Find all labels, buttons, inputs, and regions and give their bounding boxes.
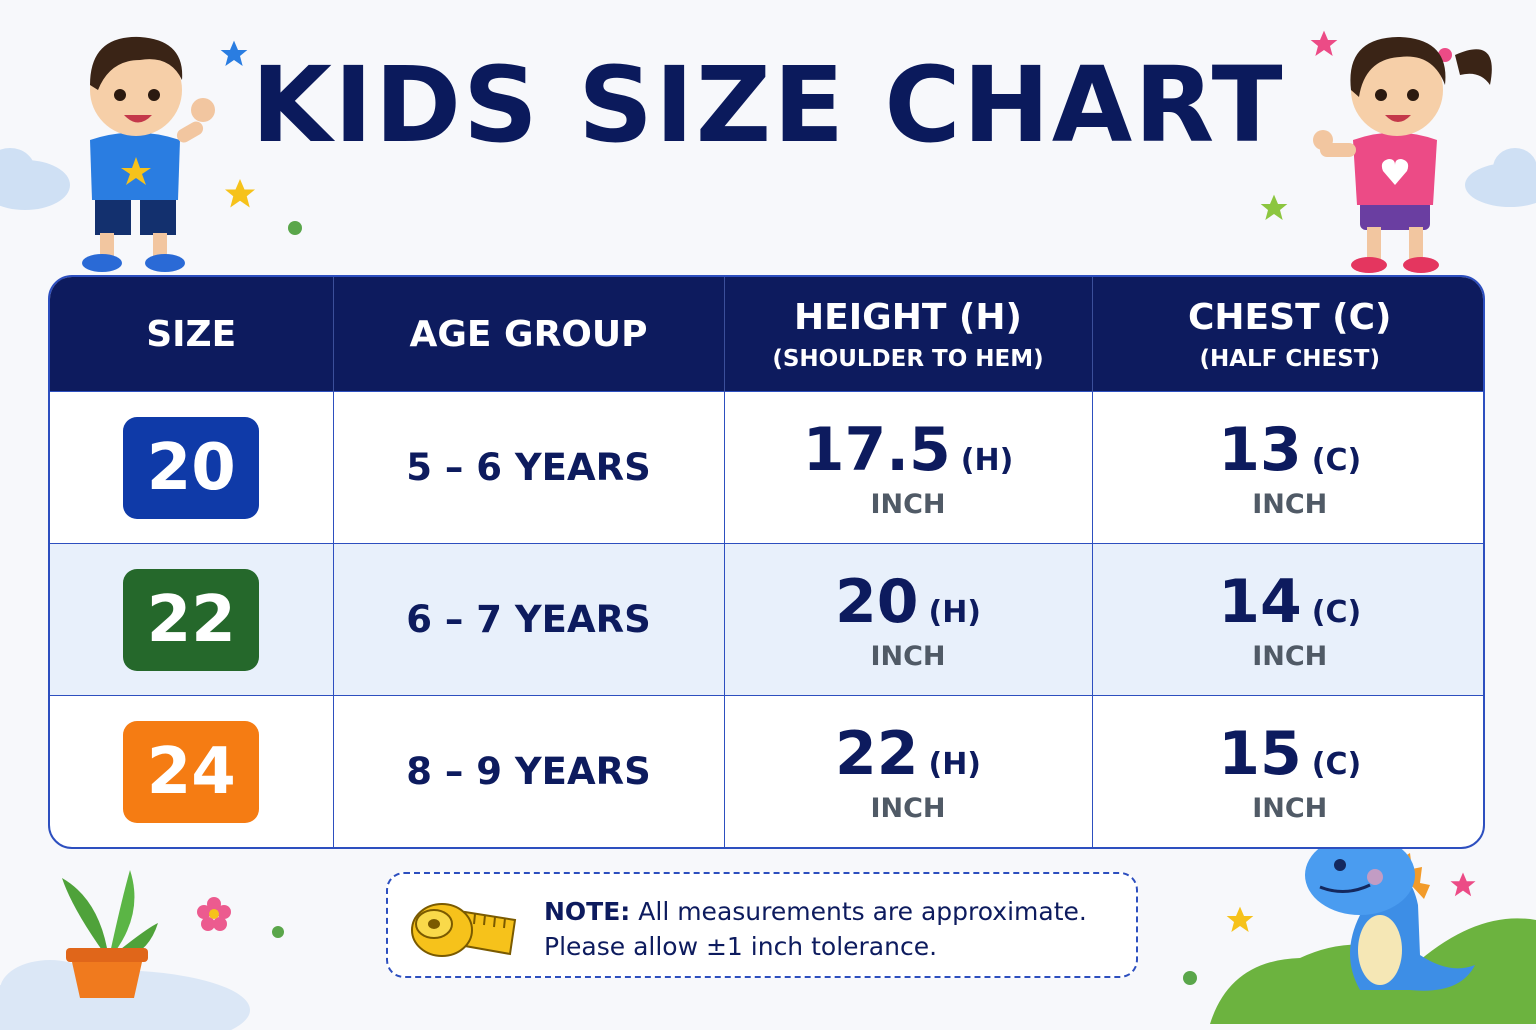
star-icon [1450,872,1476,897]
size-table-card: SIZE AGE GROUP HEIGHT (H) (SHOULDER TO H… [48,275,1485,849]
height-value: 20 [834,567,919,638]
chest-value: 15 [1218,719,1302,790]
header-label: HEIGHT (H) [794,296,1022,338]
table-row: 24 8 – 9 YEARS 22 (H) INCH 15 (C) INCH [50,695,1483,847]
age-cell: 6 – 7 YEARS [333,543,725,696]
star-icon [1310,30,1338,56]
dinosaur-illustration [1305,835,1475,991]
height-unit: INCH [870,489,946,521]
age-cell: 8 – 9 YEARS [333,695,725,847]
height-cell: 17.5 (H) INCH [724,390,1093,544]
header-height: HEIGHT (H) (SHOULDER TO HEM) [724,277,1093,392]
flower-icon [197,897,231,931]
height-value: 22 [834,719,919,790]
chest-value: 13 [1218,415,1302,486]
chest-cell: 14 (C) INCH [1092,543,1483,696]
table-row: 20 5 – 6 YEARS 17.5 (H) INCH 13 (C) INCH [50,390,1483,544]
boy-illustration [82,36,215,272]
chest-tag: (C) [1311,443,1362,479]
size-cell: 20 [50,390,334,544]
star-icon [1226,906,1254,932]
header-sublabel: (SHOULDER TO HEM) [772,345,1044,372]
note-line1: All measurements are approximate. [638,897,1087,926]
tape-measure-icon [411,903,517,957]
plant-pot-illustration [62,870,158,998]
header-label: SIZE [146,313,237,355]
size-badge: 20 [123,416,260,519]
chest-tag: (C) [1311,747,1362,783]
girl-illustration [1313,37,1492,273]
table-row: 22 6 – 7 YEARS 20 (H) INCH 14 (C) INCH [50,543,1483,696]
height-unit: INCH [870,793,946,825]
note-text: NOTE: All measurements are approximate. … [544,894,1087,964]
page-title: KIDS SIZE CHART [251,44,1285,166]
size-badge: 24 [123,720,260,823]
dot-icon [288,221,302,235]
chest-unit: INCH [1252,489,1328,521]
size-badge: 22 [123,568,260,671]
height-value: 17.5 [802,415,951,486]
star-icon [1260,194,1288,220]
note-box: NOTE: All measurements are approximate. … [386,872,1138,978]
header-label: AGE GROUP [409,313,648,355]
chest-tag: (C) [1311,595,1362,631]
dot-icon [272,926,284,938]
note-label: NOTE: [544,897,631,926]
chest-unit: INCH [1252,641,1328,673]
age-value: 6 – 7 YEARS [406,598,651,642]
header-size: SIZE [50,277,334,392]
header-age-group: AGE GROUP [333,277,725,392]
header-sublabel: (HALF CHEST) [1199,345,1381,372]
header-label: CHEST (C) [1188,296,1392,338]
height-cell: 22 (H) INCH [724,695,1093,847]
size-cell: 24 [50,695,334,847]
size-cell: 22 [50,543,334,696]
height-tag: (H) [928,595,982,631]
header-chest: CHEST (C) (HALF CHEST) [1092,277,1483,392]
dot-icon [1183,971,1197,985]
note-line2: Please allow ±1 inch tolerance. [544,932,938,961]
star-icon [220,40,248,66]
star-icon [225,179,255,208]
chest-cell: 13 (C) INCH [1092,390,1483,544]
age-cell: 5 – 6 YEARS [333,390,725,544]
height-tag: (H) [928,747,982,783]
cloud-right-icon [1465,148,1536,207]
table-header-row: SIZE AGE GROUP HEIGHT (H) (SHOULDER TO H… [50,277,1483,392]
cloud-left-icon [0,148,70,210]
age-value: 5 – 6 YEARS [406,446,651,490]
chest-value: 14 [1218,567,1302,638]
height-tag: (H) [960,443,1014,479]
height-cell: 20 (H) INCH [724,543,1093,696]
age-value: 8 – 9 YEARS [406,750,651,794]
chest-unit: INCH [1252,793,1328,825]
height-unit: INCH [870,641,946,673]
chest-cell: 15 (C) INCH [1092,695,1483,847]
size-table: SIZE AGE GROUP HEIGHT (H) (SHOULDER TO H… [50,277,1483,847]
